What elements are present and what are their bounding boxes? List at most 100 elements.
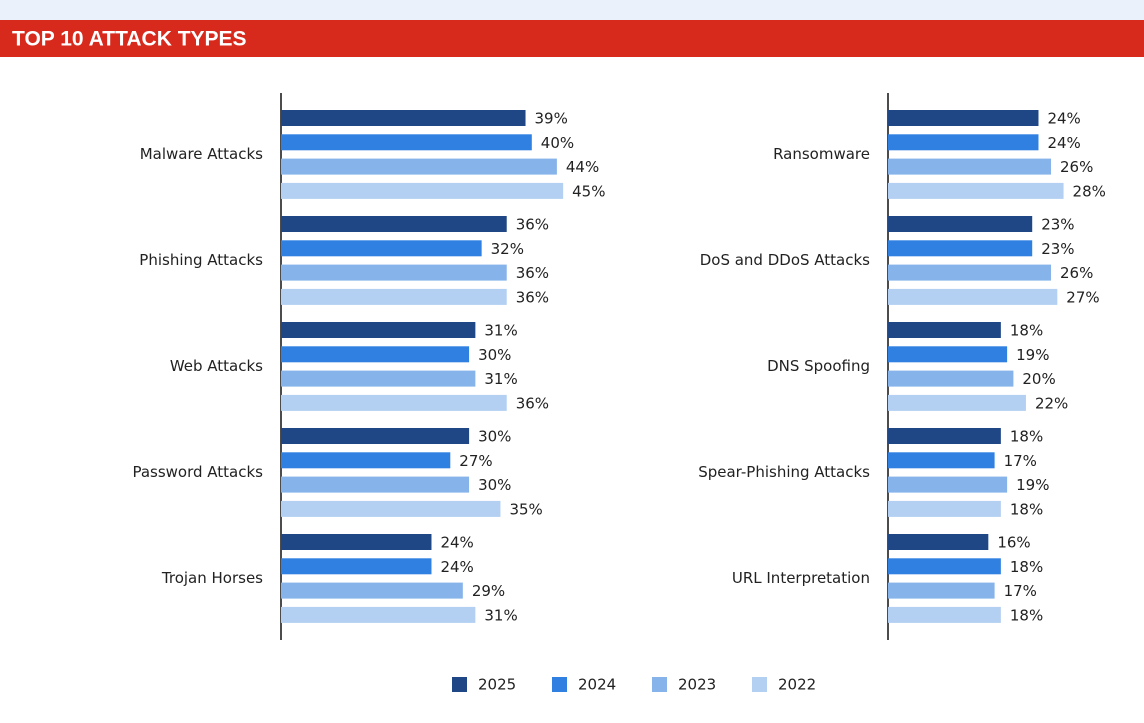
bar [281, 500, 501, 517]
value-label: 31% [484, 370, 517, 388]
bar [888, 500, 1001, 517]
bar [888, 216, 1033, 232]
bar [888, 182, 1064, 199]
bar [888, 428, 1001, 444]
value-label: 36% [516, 264, 549, 282]
value-label: 44% [566, 158, 599, 176]
value-label: 36% [516, 394, 549, 412]
category-label: Spear-Phishing Attacks [698, 463, 870, 481]
value-label: 36% [516, 288, 549, 306]
bar [281, 264, 507, 281]
value-label: 36% [516, 216, 549, 234]
bar [888, 558, 1001, 575]
bar [281, 534, 432, 550]
value-label: 22% [1035, 394, 1068, 412]
category-label: DNS Spoofing [767, 357, 870, 375]
bar [281, 216, 507, 232]
value-label: 26% [1060, 158, 1093, 176]
chart-title: TOP 10 ATTACK TYPES [12, 28, 247, 51]
value-label: 18% [1010, 428, 1043, 446]
value-label: 29% [472, 582, 505, 600]
category-label: Ransomware [773, 145, 870, 163]
bar [888, 452, 995, 469]
bar [888, 240, 1033, 257]
bar [281, 182, 564, 199]
bar [281, 322, 476, 338]
value-label: 32% [491, 240, 524, 258]
value-label: 26% [1060, 264, 1093, 282]
bar [888, 110, 1039, 126]
bar [281, 606, 476, 623]
bar [888, 134, 1039, 151]
category-label: Malware Attacks [140, 145, 263, 163]
category-label: Phishing Attacks [139, 251, 263, 269]
category-label: URL Interpretation [732, 569, 870, 587]
value-label: 24% [440, 558, 473, 576]
value-label: 23% [1041, 216, 1074, 234]
header-bar [0, 20, 1144, 57]
bar [888, 346, 1008, 363]
bar [888, 606, 1001, 623]
value-label: 39% [535, 110, 568, 128]
legend-swatch [752, 677, 767, 692]
value-label: 23% [1041, 240, 1074, 258]
value-label: 20% [1022, 370, 1055, 388]
value-label: 18% [1010, 558, 1043, 576]
bar [281, 370, 476, 387]
value-label: 17% [1004, 452, 1037, 470]
value-label: 27% [1066, 288, 1099, 306]
bar [888, 534, 989, 550]
bar [888, 158, 1052, 175]
value-label: 18% [1010, 500, 1043, 518]
value-label: 19% [1016, 476, 1049, 494]
legend-swatch [652, 677, 667, 692]
value-label: 18% [1010, 322, 1043, 340]
legend-label: 2022 [778, 676, 816, 694]
category-label: Web Attacks [170, 357, 263, 375]
legend-swatch [552, 677, 567, 692]
bar [281, 428, 470, 444]
bar [281, 558, 432, 575]
value-label: 16% [997, 534, 1030, 552]
value-label: 24% [1047, 134, 1080, 152]
value-label: 27% [459, 452, 492, 470]
top-strip [0, 0, 1144, 20]
legend-swatch [452, 677, 467, 692]
value-label: 28% [1073, 182, 1106, 200]
bar [281, 476, 470, 493]
value-label: 30% [478, 476, 511, 494]
bar [281, 110, 526, 126]
value-label: 31% [484, 606, 517, 624]
category-label: DoS and DDoS Attacks [700, 251, 870, 269]
bar [888, 264, 1052, 281]
category-label: Password Attacks [132, 463, 263, 481]
bar [281, 582, 463, 599]
value-label: 24% [440, 534, 473, 552]
bar [281, 288, 507, 305]
legend-label: 2023 [678, 676, 716, 694]
category-label: Trojan Horses [161, 569, 263, 587]
value-label: 40% [541, 134, 574, 152]
value-label: 30% [478, 346, 511, 364]
bar [888, 476, 1008, 493]
bar [888, 288, 1058, 305]
bar [888, 582, 995, 599]
bar [281, 346, 470, 363]
value-label: 18% [1010, 606, 1043, 624]
bar [888, 322, 1001, 338]
bar [281, 134, 532, 151]
bar [281, 240, 482, 257]
bar [888, 370, 1014, 387]
value-label: 31% [484, 322, 517, 340]
bar [888, 394, 1026, 411]
value-label: 17% [1004, 582, 1037, 600]
value-label: 24% [1047, 110, 1080, 128]
bar [281, 158, 557, 175]
value-label: 30% [478, 428, 511, 446]
bar [281, 394, 507, 411]
legend-label: 2024 [578, 676, 616, 694]
legend-label: 2025 [478, 676, 516, 694]
value-label: 45% [572, 182, 605, 200]
value-label: 19% [1016, 346, 1049, 364]
